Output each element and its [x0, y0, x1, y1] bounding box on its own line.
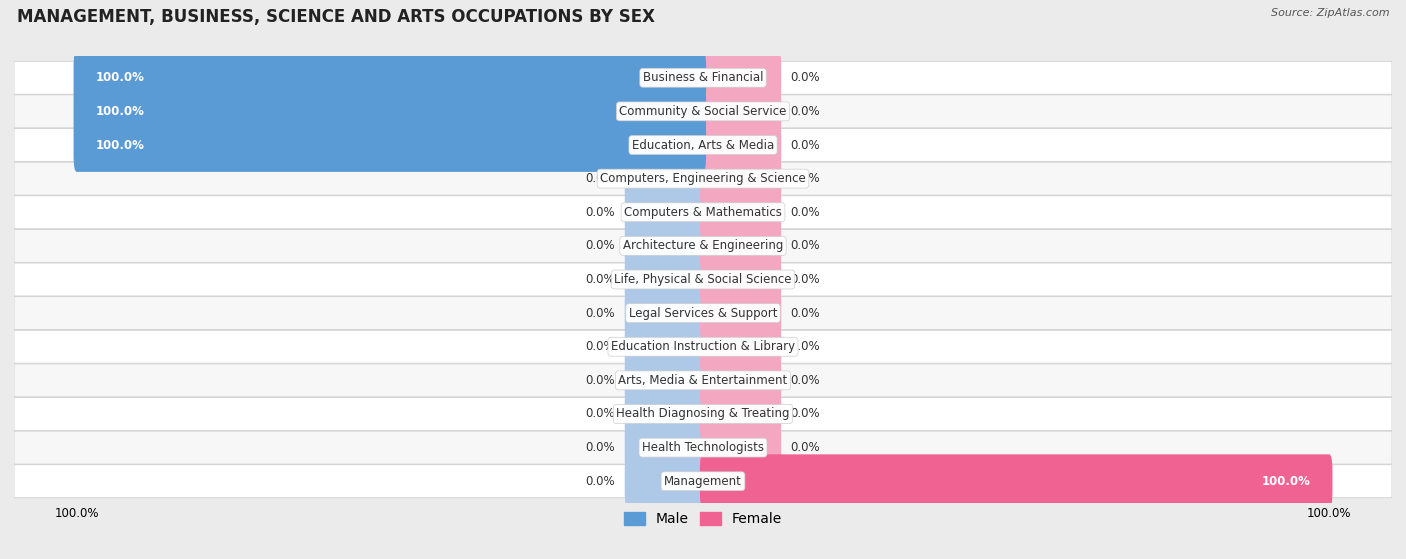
FancyBboxPatch shape [700, 454, 1333, 508]
FancyBboxPatch shape [14, 431, 1392, 464]
FancyBboxPatch shape [624, 186, 706, 239]
Text: 0.0%: 0.0% [586, 206, 616, 219]
Text: 0.0%: 0.0% [586, 172, 616, 185]
Text: 0.0%: 0.0% [586, 239, 616, 252]
FancyBboxPatch shape [700, 118, 782, 172]
FancyBboxPatch shape [14, 263, 1392, 296]
Text: 0.0%: 0.0% [790, 307, 820, 320]
Text: 100.0%: 100.0% [96, 139, 145, 151]
FancyBboxPatch shape [624, 454, 706, 508]
Text: 0.0%: 0.0% [586, 340, 616, 353]
FancyBboxPatch shape [700, 151, 782, 206]
Text: MANAGEMENT, BUSINESS, SCIENCE AND ARTS OCCUPATIONS BY SEX: MANAGEMENT, BUSINESS, SCIENCE AND ARTS O… [17, 8, 655, 26]
FancyBboxPatch shape [624, 219, 706, 273]
Text: 0.0%: 0.0% [790, 273, 820, 286]
FancyBboxPatch shape [624, 387, 706, 441]
Text: Health Diagnosing & Treating: Health Diagnosing & Treating [616, 408, 790, 420]
FancyBboxPatch shape [700, 51, 782, 105]
Text: Education Instruction & Library: Education Instruction & Library [612, 340, 794, 353]
FancyBboxPatch shape [700, 84, 782, 138]
FancyBboxPatch shape [14, 61, 1392, 94]
Text: 0.0%: 0.0% [790, 441, 820, 454]
FancyBboxPatch shape [700, 353, 782, 408]
FancyBboxPatch shape [14, 465, 1392, 498]
Text: 0.0%: 0.0% [790, 374, 820, 387]
Text: Legal Services & Support: Legal Services & Support [628, 307, 778, 320]
Text: Life, Physical & Social Science: Life, Physical & Social Science [614, 273, 792, 286]
Text: 0.0%: 0.0% [790, 105, 820, 118]
FancyBboxPatch shape [700, 320, 782, 373]
Text: 0.0%: 0.0% [586, 475, 616, 488]
FancyBboxPatch shape [624, 320, 706, 373]
Text: 100.0%: 100.0% [1261, 475, 1310, 488]
FancyBboxPatch shape [14, 229, 1392, 262]
FancyBboxPatch shape [624, 253, 706, 306]
Text: 0.0%: 0.0% [790, 340, 820, 353]
FancyBboxPatch shape [624, 421, 706, 475]
Text: Management: Management [664, 475, 742, 488]
Text: 0.0%: 0.0% [586, 441, 616, 454]
FancyBboxPatch shape [73, 51, 706, 105]
FancyBboxPatch shape [14, 330, 1392, 363]
Text: 0.0%: 0.0% [586, 307, 616, 320]
FancyBboxPatch shape [14, 196, 1392, 229]
FancyBboxPatch shape [14, 95, 1392, 128]
FancyBboxPatch shape [700, 253, 782, 306]
FancyBboxPatch shape [700, 186, 782, 239]
Text: 0.0%: 0.0% [790, 408, 820, 420]
FancyBboxPatch shape [14, 129, 1392, 162]
Text: Architecture & Engineering: Architecture & Engineering [623, 239, 783, 252]
Text: Computers & Mathematics: Computers & Mathematics [624, 206, 782, 219]
FancyBboxPatch shape [700, 421, 782, 475]
FancyBboxPatch shape [624, 286, 706, 340]
Text: Community & Social Service: Community & Social Service [619, 105, 787, 118]
Text: Arts, Media & Entertainment: Arts, Media & Entertainment [619, 374, 787, 387]
Text: Business & Financial: Business & Financial [643, 71, 763, 84]
Text: Computers, Engineering & Science: Computers, Engineering & Science [600, 172, 806, 185]
FancyBboxPatch shape [624, 353, 706, 408]
FancyBboxPatch shape [700, 387, 782, 441]
Text: 0.0%: 0.0% [586, 374, 616, 387]
FancyBboxPatch shape [700, 286, 782, 340]
Text: 0.0%: 0.0% [790, 239, 820, 252]
Legend: Male, Female: Male, Female [619, 507, 787, 532]
Text: 0.0%: 0.0% [790, 172, 820, 185]
FancyBboxPatch shape [14, 364, 1392, 397]
FancyBboxPatch shape [14, 162, 1392, 195]
Text: 0.0%: 0.0% [586, 273, 616, 286]
Text: Health Technologists: Health Technologists [643, 441, 763, 454]
FancyBboxPatch shape [624, 151, 706, 206]
Text: 0.0%: 0.0% [790, 206, 820, 219]
FancyBboxPatch shape [73, 84, 706, 138]
Text: 0.0%: 0.0% [586, 408, 616, 420]
Text: 100.0%: 100.0% [96, 71, 145, 84]
FancyBboxPatch shape [73, 118, 706, 172]
Text: 0.0%: 0.0% [790, 139, 820, 151]
FancyBboxPatch shape [14, 297, 1392, 330]
Text: Source: ZipAtlas.com: Source: ZipAtlas.com [1271, 8, 1389, 18]
FancyBboxPatch shape [700, 219, 782, 273]
Text: Education, Arts & Media: Education, Arts & Media [631, 139, 775, 151]
FancyBboxPatch shape [14, 397, 1392, 430]
Text: 100.0%: 100.0% [96, 105, 145, 118]
Text: 0.0%: 0.0% [790, 71, 820, 84]
